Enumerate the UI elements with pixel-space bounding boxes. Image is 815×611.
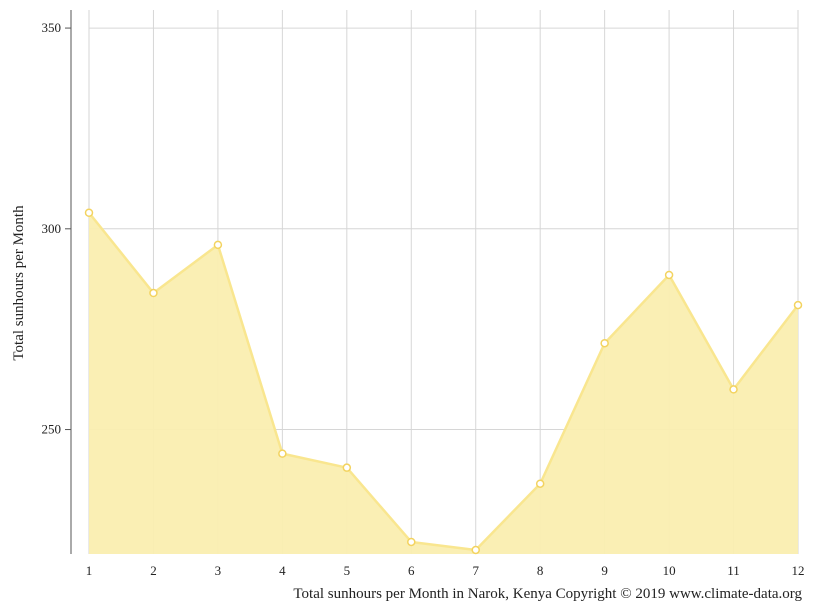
data-point-8[interactable] [535,479,545,488]
data-point-4[interactable] [278,449,287,458]
chart-caption: Total sunhours per Month in Narok, Kenya… [293,586,802,602]
data-point-9[interactable] [600,338,609,348]
x-tick-label-4: 4 [279,563,286,578]
data-point-11[interactable] [729,385,738,394]
data-point-7[interactable] [471,545,480,555]
x-tick-label-7: 7 [472,563,479,578]
y-tick-label-300: 300 [42,221,62,236]
area-fill [89,212,798,554]
x-tick-label-9: 9 [601,563,608,578]
series-line [88,211,799,552]
area-series [88,211,799,554]
x-tick-label-10: 10 [663,563,676,578]
x-tick-label-11: 11 [727,563,740,578]
y-axis-title: Total sunhours per Month [11,205,27,361]
axes [65,10,72,554]
data-point-3[interactable] [213,240,223,250]
data-point-6[interactable] [407,537,416,547]
x-tick-label-12: 12 [792,563,805,578]
data-point-1[interactable] [84,208,94,217]
x-tick-label-1: 1 [86,563,93,578]
x-tick-label-3: 3 [215,563,222,578]
x-tick-label-2: 2 [150,563,157,578]
data-points [84,208,803,555]
data-point-5[interactable] [342,463,352,472]
y-tick-label-250: 250 [42,422,62,437]
x-tick-label-5: 5 [344,563,351,578]
x-tick-label-8: 8 [537,563,544,578]
x-tick-label-6: 6 [408,563,415,578]
data-point-12[interactable] [793,300,803,310]
y-tick-label-350: 350 [42,20,62,35]
data-point-2[interactable] [149,288,158,298]
data-point-10[interactable] [664,270,674,280]
